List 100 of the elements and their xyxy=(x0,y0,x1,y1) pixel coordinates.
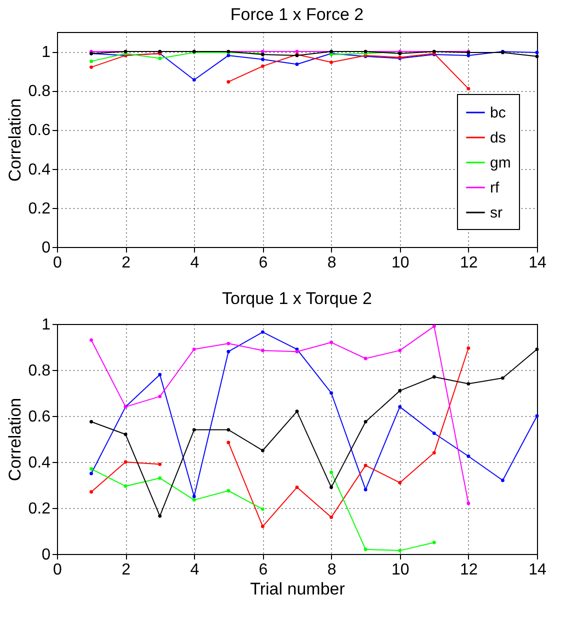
point xyxy=(260,524,264,528)
point xyxy=(226,54,230,58)
point xyxy=(364,420,368,424)
point xyxy=(364,464,368,468)
point xyxy=(124,484,128,488)
y-axis-title: Correlation xyxy=(5,98,24,182)
point xyxy=(158,56,162,60)
point xyxy=(90,467,94,471)
x-tick-label: 6 xyxy=(258,562,268,578)
point xyxy=(260,348,264,352)
point xyxy=(432,432,436,435)
point xyxy=(90,65,94,69)
x-axis-title: Trial number xyxy=(250,580,346,598)
point xyxy=(192,348,196,352)
point xyxy=(398,480,402,484)
y-tick-label: 0 xyxy=(42,240,51,256)
x-tick-label: 8 xyxy=(327,254,336,272)
point xyxy=(260,64,264,68)
point xyxy=(90,338,94,342)
y-tick-label: 0.2 xyxy=(28,200,51,218)
y-tick-label: 0.8 xyxy=(28,362,51,380)
y-tick-label: 0 xyxy=(42,546,51,564)
x-tick-label: 4 xyxy=(190,254,200,272)
point xyxy=(432,375,436,379)
point xyxy=(260,448,264,452)
point xyxy=(90,420,94,424)
point xyxy=(466,502,470,506)
point xyxy=(226,80,230,84)
point xyxy=(260,58,264,62)
chart-title: Torque 1 x Torque 2 xyxy=(222,289,372,308)
point xyxy=(158,462,162,466)
y-tick-label: 0.2 xyxy=(28,500,51,518)
point xyxy=(124,432,128,436)
point xyxy=(295,62,299,66)
x-tick-label: 0 xyxy=(53,562,62,578)
point xyxy=(90,60,94,64)
y-tick-label: 0.6 xyxy=(28,408,51,426)
x-tick-label: 4 xyxy=(190,562,200,578)
y-axis-title: Correlation xyxy=(5,398,24,482)
point xyxy=(226,428,230,432)
point xyxy=(260,330,264,334)
point xyxy=(330,391,334,395)
point xyxy=(364,548,368,552)
point xyxy=(398,388,402,392)
point xyxy=(466,86,470,90)
point xyxy=(500,478,504,482)
point xyxy=(432,540,436,544)
point xyxy=(295,50,299,54)
point xyxy=(90,490,94,494)
point xyxy=(158,476,162,480)
legend-label: bc xyxy=(490,104,506,122)
point xyxy=(466,346,470,350)
point xyxy=(158,372,162,376)
x-tick-label: 0 xyxy=(53,254,62,272)
point xyxy=(260,507,264,511)
point xyxy=(295,410,299,414)
y-tick-label: 0.8 xyxy=(28,83,51,100)
point xyxy=(158,394,162,398)
point xyxy=(398,548,402,552)
point xyxy=(226,350,230,354)
y-tick-label: 1 xyxy=(42,316,51,334)
point xyxy=(500,376,504,380)
x-tick-label: 2 xyxy=(122,562,131,578)
point xyxy=(124,460,128,464)
point xyxy=(192,428,196,432)
x-tick-label: 8 xyxy=(327,562,336,578)
x-tick-label: 10 xyxy=(391,562,410,578)
legend-label: sr xyxy=(490,204,502,222)
point xyxy=(398,348,402,352)
point xyxy=(330,515,334,519)
point xyxy=(330,340,334,344)
x-tick-label: 10 xyxy=(391,254,410,272)
point xyxy=(226,489,230,492)
x-tick-label: 14 xyxy=(528,254,546,272)
point xyxy=(535,50,539,54)
point xyxy=(466,54,470,58)
point xyxy=(330,60,334,64)
chart-title: Force 1 x Force 2 xyxy=(230,5,364,24)
point xyxy=(466,382,470,386)
y-tick-label: 0.6 xyxy=(28,122,51,140)
point xyxy=(192,498,196,502)
point xyxy=(398,405,402,409)
point xyxy=(432,324,436,328)
x-tick-label: 2 xyxy=(122,254,131,272)
x-tick-label: 12 xyxy=(460,254,478,272)
point xyxy=(330,470,334,474)
point xyxy=(226,440,230,444)
y-tick-label: 0.4 xyxy=(28,454,51,472)
y-tick-label: 1 xyxy=(42,44,51,62)
point xyxy=(466,454,470,458)
point xyxy=(535,54,539,58)
point xyxy=(535,414,539,418)
legend-label: ds xyxy=(490,130,506,146)
point xyxy=(192,494,196,498)
x-tick-label: 14 xyxy=(528,562,546,578)
point xyxy=(192,78,196,82)
point xyxy=(226,342,230,346)
y-tick-label: 0.4 xyxy=(28,161,51,178)
point xyxy=(330,486,334,490)
point xyxy=(535,348,539,352)
